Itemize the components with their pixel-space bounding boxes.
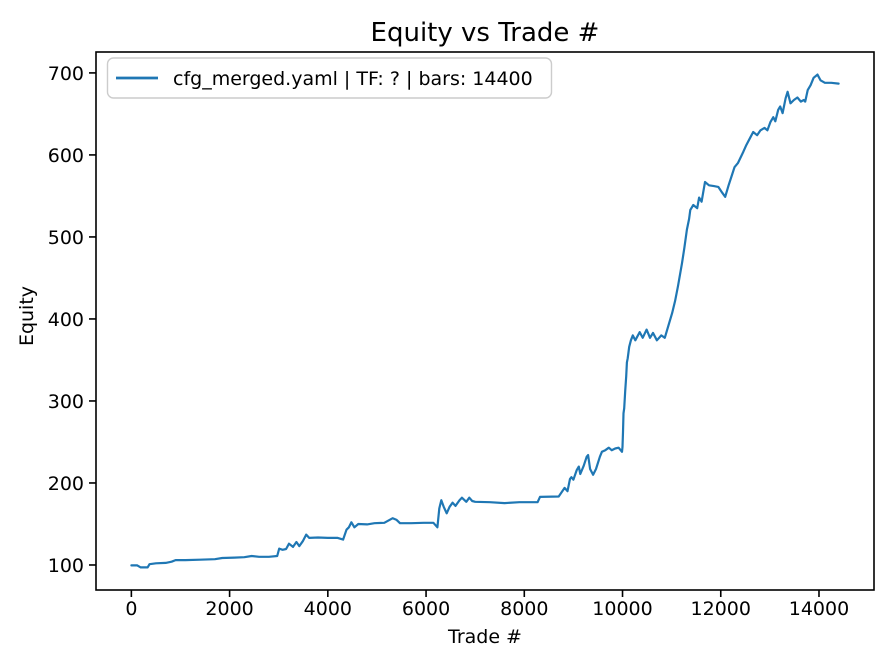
x-tick-label: 6000 (402, 598, 450, 620)
x-tick-label: 12000 (691, 598, 751, 620)
y-tick-label: 100 (48, 555, 84, 577)
axis-ticks: 0 2000 4000 6000 8000 10000 12000 14000 100 200 30… (48, 63, 849, 620)
plot-area (96, 52, 874, 590)
equity-line-series (130, 73, 840, 569)
legend-label: cfg_merged.yaml | TF: ? | bars: 14400 (173, 68, 533, 90)
y-tick-label: 200 (48, 473, 84, 495)
chart-title: Equity vs Trade # (371, 18, 600, 48)
y-tick-label: 300 (48, 391, 84, 413)
x-tick-label: 14000 (789, 598, 849, 620)
legend: cfg_merged.yaml | TF: ? | bars: 14400 (106, 57, 553, 99)
y-tick-label: 600 (48, 145, 84, 167)
x-tick-label: 8000 (500, 598, 548, 620)
x-tick-label: 2000 (205, 598, 253, 620)
x-tick-label: 4000 (304, 598, 352, 620)
y-tick-label: 400 (48, 309, 84, 331)
legend-box (106, 57, 553, 99)
y-tick-label: 500 (48, 227, 84, 249)
x-tick-label: 0 (125, 598, 137, 620)
equity-curve (130, 73, 840, 569)
y-tick-label: 700 (48, 63, 84, 85)
x-tick-label: 10000 (592, 598, 652, 620)
x-axis-label: Trade # (447, 626, 522, 648)
axes-spines (95, 51, 875, 591)
y-axis-label: Equity (16, 286, 38, 346)
